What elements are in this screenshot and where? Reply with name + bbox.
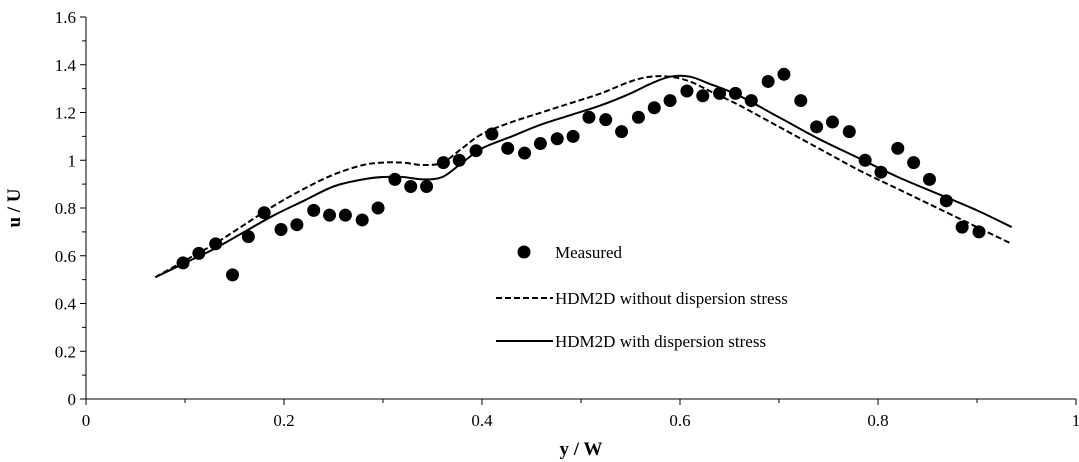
measured-point — [794, 94, 808, 108]
y-axis-title: u / U — [4, 188, 25, 227]
measured-point — [955, 220, 969, 234]
measured-point — [777, 67, 791, 81]
legend-label-with-dispersion: HDM2D with dispersion stress — [555, 332, 766, 351]
measured-point — [972, 225, 986, 239]
measured-point — [485, 127, 499, 141]
x-tick-label: 0.4 — [471, 411, 493, 430]
x-tick-label: 0 — [82, 411, 91, 430]
measured-point — [907, 156, 921, 170]
measured-point — [713, 86, 727, 100]
measured-point — [939, 194, 953, 208]
measured-point — [323, 208, 337, 222]
y-tick-label: 1.2 — [55, 104, 76, 123]
measured-point — [680, 84, 694, 98]
x-tick-label: 0.8 — [867, 411, 888, 430]
measured-point — [599, 113, 613, 127]
measured-point — [226, 268, 240, 282]
measured-points — [176, 67, 986, 282]
measured-point — [241, 230, 255, 244]
measured-point — [420, 180, 434, 194]
measured-point — [452, 153, 466, 167]
line-without-dispersion-stress — [154, 75, 1013, 279]
y-tick-label: 0.4 — [55, 295, 77, 314]
measured-point — [663, 94, 677, 108]
x-tick-label: 0.2 — [273, 411, 294, 430]
measured-point — [810, 120, 824, 134]
x-tick-label: 0.6 — [669, 411, 690, 430]
y-tick-label: 1.6 — [55, 8, 76, 27]
measured-point — [501, 141, 515, 155]
measured-point — [582, 110, 596, 124]
y-tick-label: 0 — [68, 390, 77, 409]
measured-point — [615, 125, 629, 139]
measured-point — [728, 86, 742, 100]
measured-point — [891, 141, 905, 155]
legend: Measured HDM2D without dispersion stress… — [496, 243, 788, 351]
measured-point — [744, 94, 758, 108]
y-tick-label: 0.8 — [55, 199, 76, 218]
measured-point — [209, 237, 223, 251]
measured-point — [192, 246, 206, 260]
measured-point — [290, 218, 304, 232]
measured-point — [550, 132, 564, 146]
measured-point — [338, 208, 352, 222]
measured-point — [842, 125, 856, 139]
measured-point — [469, 144, 483, 158]
measured-point — [761, 74, 775, 88]
x-axis-ticks: 0 0.2 0.4 0.6 0.8 1 — [82, 399, 1079, 430]
measured-point — [696, 89, 710, 103]
x-axis-title: y / W — [560, 439, 603, 460]
measured-point — [176, 256, 190, 270]
measured-point — [858, 153, 872, 167]
plot-area: 0 0.2 0.4 0.6 0.8 1 0 0.2 0.4 0.6 0.8 1 1.2 1.4 1.6 — [55, 8, 1079, 430]
measured-point — [825, 115, 839, 129]
series-lines — [154, 74, 1013, 279]
measured-point — [631, 110, 645, 124]
y-tick-label: 0.6 — [55, 247, 76, 266]
measured-point — [274, 222, 288, 236]
x-tick-label: 1 — [1072, 411, 1079, 430]
legend-label-measured: Measured — [555, 243, 623, 262]
measured-point — [436, 156, 450, 170]
measured-point — [355, 213, 369, 227]
measured-point — [518, 146, 532, 160]
measured-point — [566, 129, 580, 143]
legend-label-without-dispersion: HDM2D without dispersion stress — [555, 289, 788, 308]
y-tick-label: 1 — [68, 151, 77, 170]
measured-point — [922, 172, 936, 186]
y-tick-label: 0.2 — [55, 342, 76, 361]
measured-point — [647, 101, 661, 115]
y-axis-ticks: 0 0.2 0.4 0.6 0.8 1 1.2 1.4 1.6 — [55, 8, 86, 409]
measured-point — [371, 201, 385, 215]
measured-point — [404, 180, 418, 194]
measured-point — [388, 172, 402, 186]
measured-point — [257, 206, 271, 220]
line-with-dispersion-stress — [154, 74, 1013, 279]
legend-marker-measured — [517, 245, 531, 259]
y-tick-label: 1.4 — [55, 56, 77, 75]
measured-point — [874, 165, 888, 179]
measured-point — [307, 203, 321, 217]
measured-point — [533, 137, 547, 151]
